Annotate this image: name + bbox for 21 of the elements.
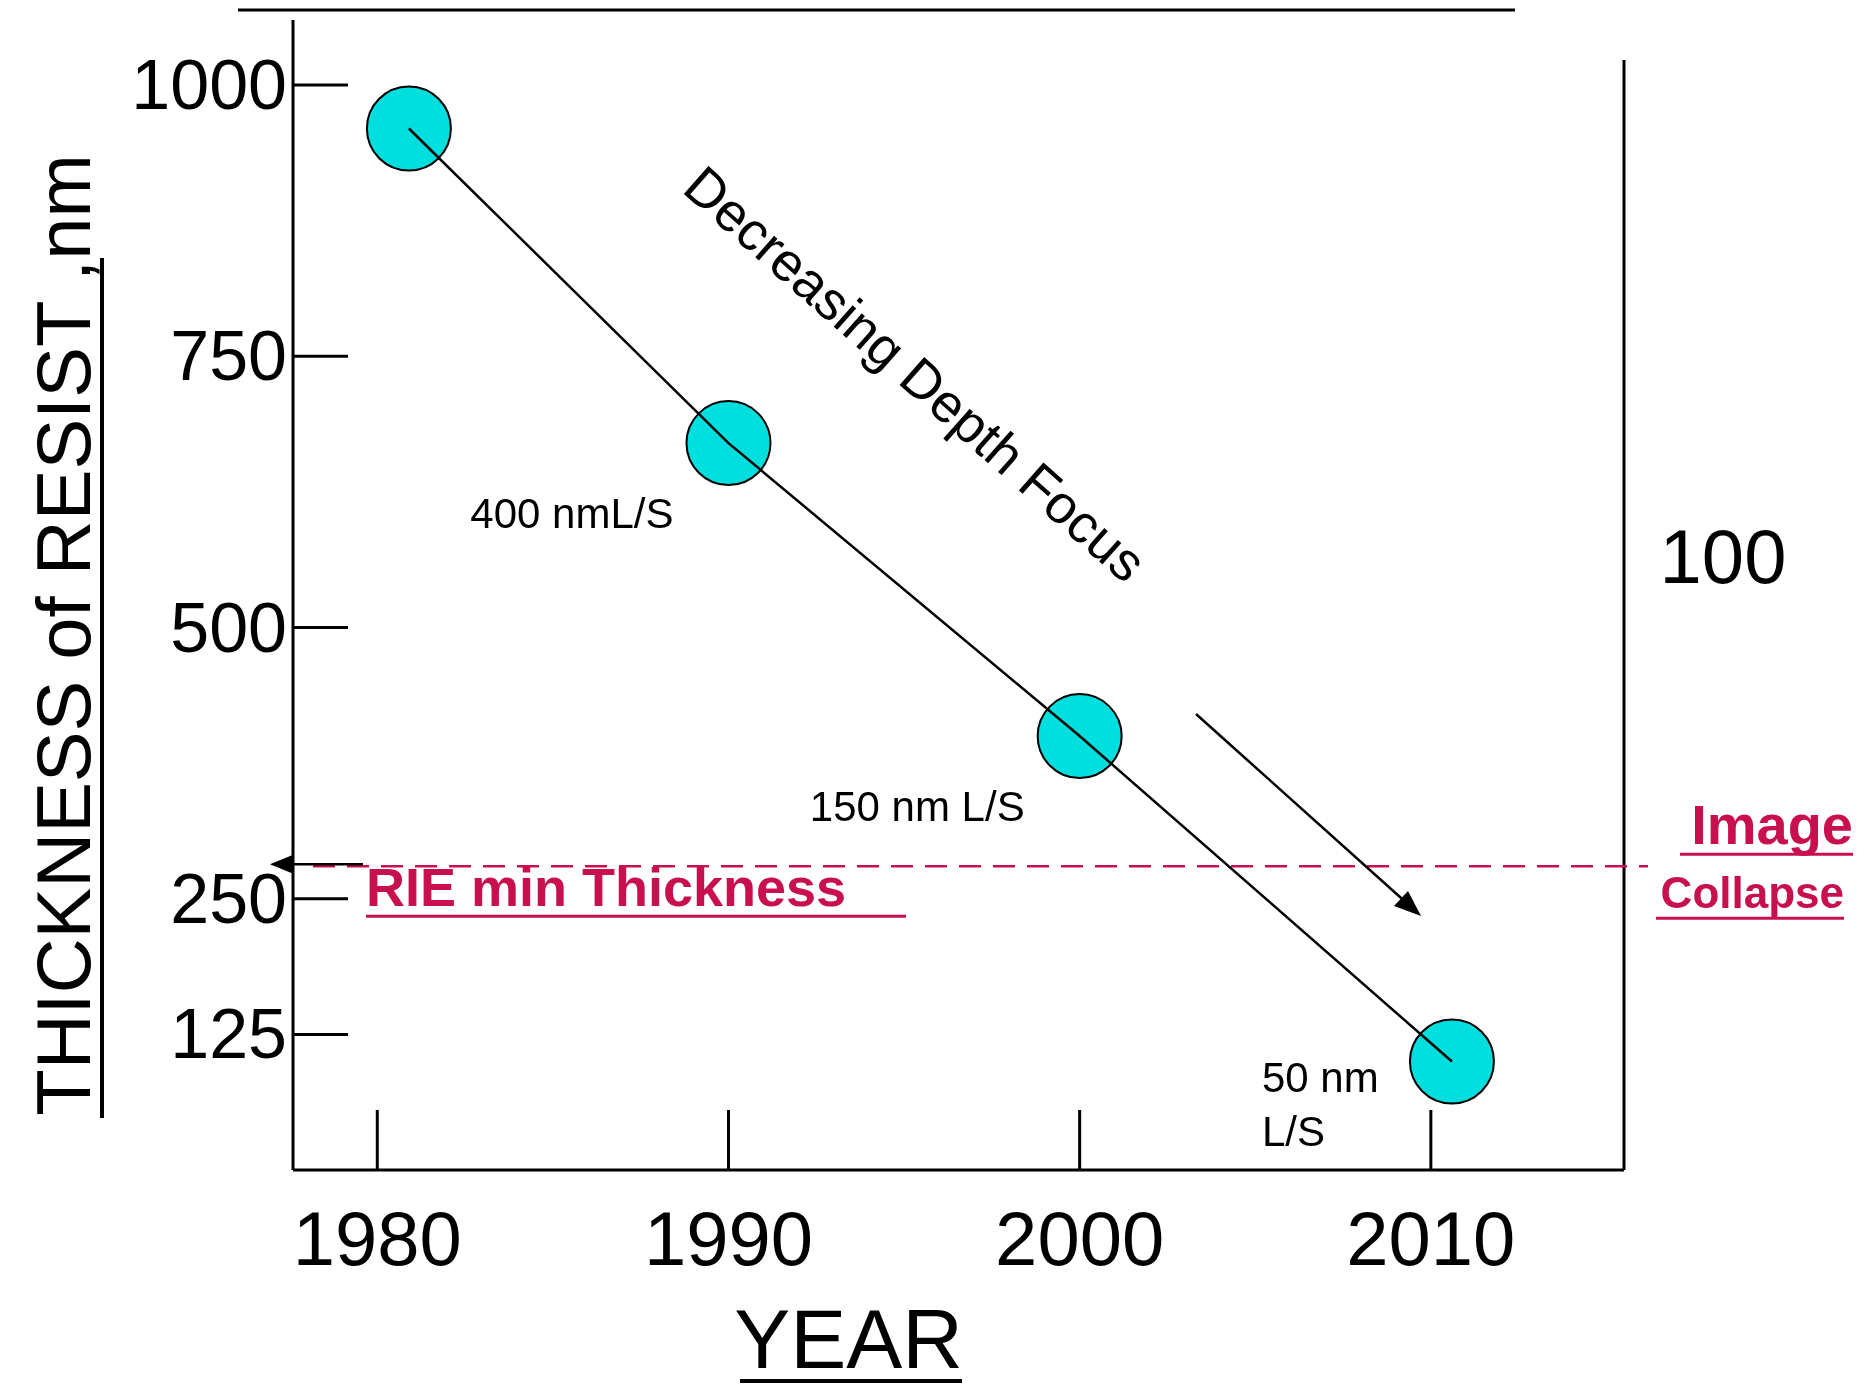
x-tick-label: 1980	[292, 1196, 462, 1281]
y-tick-label: 750	[170, 317, 287, 396]
x-tick-label: 2010	[1346, 1196, 1516, 1281]
x-tick-label: 2000	[995, 1196, 1165, 1281]
ref-line-label: RIE min Thickness	[366, 857, 847, 918]
y-tick-label: 1000	[131, 46, 287, 125]
y-axis-title: THICKNESS of RESIST ,nm	[21, 154, 106, 1116]
y-tick-label: 250	[170, 859, 287, 938]
annotation: 400 nmL/S	[470, 490, 674, 538]
annotation: 150 nm L/S	[809, 783, 1025, 831]
annotation: 50 nm L/S	[1261, 1053, 1379, 1155]
text: 100	[1659, 514, 1787, 599]
y-tick-label: 125	[170, 995, 287, 1074]
point	[365, 85, 452, 172]
point	[685, 400, 772, 487]
point	[1036, 693, 1123, 780]
text: Image Collapse	[1660, 793, 1853, 918]
x-tick-label: 1990	[643, 1196, 814, 1281]
point	[1408, 1018, 1495, 1105]
y-tick-label: 500	[170, 588, 287, 667]
x-axis-title: YEAR	[734, 1292, 963, 1385]
